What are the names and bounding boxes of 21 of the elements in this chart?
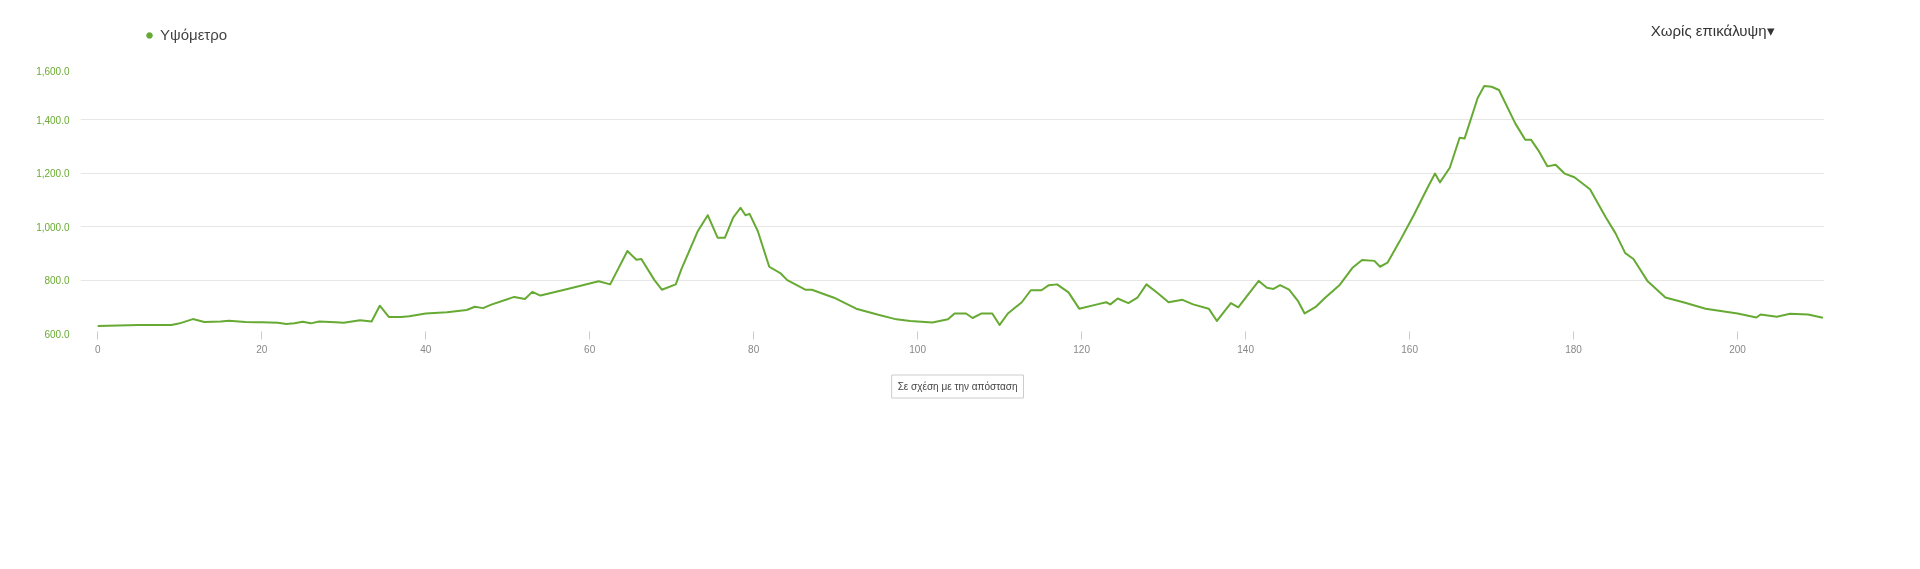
legend-label: Υψόμετρο bbox=[160, 26, 228, 43]
x-tick-label: 120 bbox=[1073, 343, 1091, 355]
x-tick-label: 180 bbox=[1565, 343, 1583, 355]
text: Σε σχέση με την απόσταση bbox=[897, 381, 1018, 392]
x-tick-label: 200 bbox=[1729, 343, 1747, 355]
x-tick-label: 100 bbox=[909, 343, 927, 355]
x-tick-label: 60 bbox=[584, 343, 596, 355]
y-tick-label: 1,400.0 bbox=[36, 114, 70, 126]
y-tick-label: 800.0 bbox=[44, 275, 70, 287]
y-tick-label: 600.0 bbox=[44, 328, 70, 340]
x-tick-label: 20 bbox=[256, 343, 268, 355]
x-tick-label: 80 bbox=[748, 343, 760, 355]
y-tick-label: 1,600.0 bbox=[36, 65, 70, 77]
x-tick-label: 40 bbox=[420, 343, 432, 355]
line-series bbox=[96, 84, 1824, 328]
text: Χωρίς επικάλυψη▾ bbox=[1650, 22, 1775, 39]
y-tick-label: 1,000.0 bbox=[36, 221, 70, 233]
x-tick-label: 140 bbox=[1237, 343, 1255, 355]
x-tick-label: 0 bbox=[94, 343, 101, 355]
y-tick-label: 1,200.0 bbox=[36, 168, 70, 180]
x-tick-label: 160 bbox=[1401, 343, 1419, 355]
